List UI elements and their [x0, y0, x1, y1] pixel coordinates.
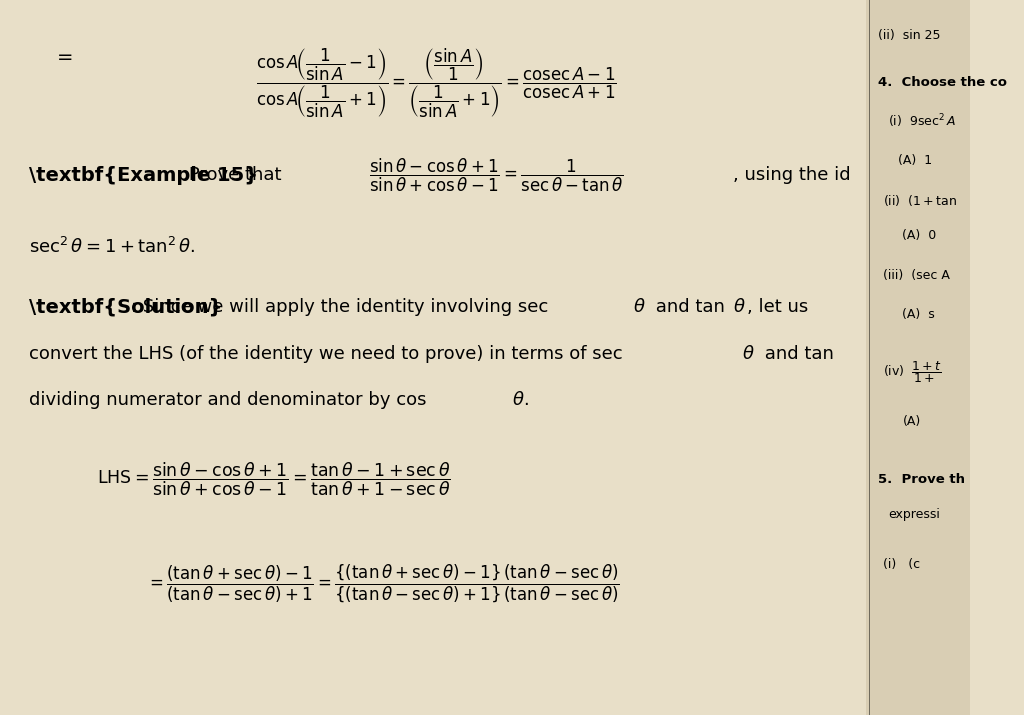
Text: dividing numerator and denominator by cos: dividing numerator and denominator by co…: [29, 391, 427, 410]
Text: 4.  Choose the co: 4. Choose the co: [879, 76, 1008, 89]
Text: (iii)  (sec A: (iii) (sec A: [883, 269, 950, 282]
Text: \textbf{Example 15}: \textbf{Example 15}: [29, 166, 258, 184]
Text: expressi: expressi: [888, 508, 940, 521]
Text: $\theta$.: $\theta$.: [512, 391, 529, 410]
Text: (ii)  $(1 + \tan$: (ii) $(1 + \tan$: [883, 193, 957, 207]
Text: and tan: and tan: [650, 298, 725, 317]
Text: (A)  s: (A) s: [902, 308, 935, 321]
Text: $= \dfrac{(\tan\theta + \sec\theta)-1}{(\tan\theta - \sec\theta)+1} = \dfrac{\{(: $= \dfrac{(\tan\theta + \sec\theta)-1}{(…: [145, 562, 620, 603]
Text: , let us: , let us: [748, 298, 809, 317]
Text: (i)   (c: (i) (c: [883, 558, 921, 571]
Text: (A): (A): [902, 415, 921, 428]
Text: $\theta$: $\theta$: [732, 298, 745, 317]
Text: and tan: and tan: [759, 345, 834, 363]
Text: $\text{LHS} = \dfrac{\sin\theta - \cos\theta + 1}{\sin\theta + \cos\theta - 1} =: $\text{LHS} = \dfrac{\sin\theta - \cos\t…: [97, 460, 451, 498]
Text: 5.  Prove th: 5. Prove th: [879, 473, 966, 485]
Text: $\theta$: $\theta$: [633, 298, 645, 317]
Text: : Since we will apply the identity involving sec: : Since we will apply the identity invol…: [131, 298, 548, 317]
Text: (iv)  $\dfrac{1+t}{1+}$: (iv) $\dfrac{1+t}{1+}$: [883, 359, 942, 385]
Text: (ii)  sin 25: (ii) sin 25: [879, 29, 941, 42]
Text: $=$: $=$: [53, 46, 74, 66]
Text: $\dfrac{\sin\theta-\cos\theta+1}{\sin\theta+\cos\theta-1}=\dfrac{1}{\sec\theta-\: $\dfrac{\sin\theta-\cos\theta+1}{\sin\th…: [369, 157, 624, 194]
Bar: [865, 0, 1011, 715]
Text: $\theta$: $\theta$: [742, 345, 755, 363]
Text: $\dfrac{\cos A\!\left(\dfrac{1}{\sin A}-1\right)}{\cos A\!\left(\dfrac{1}{\sin A: $\dfrac{\cos A\!\left(\dfrac{1}{\sin A}-…: [256, 46, 617, 120]
Text: : Prove that: : Prove that: [176, 166, 282, 184]
Text: convert the LHS (of the identity we need to prove) in terms of sec: convert the LHS (of the identity we need…: [29, 345, 623, 363]
Text: (i)  $9\sec^2 A$: (i) $9\sec^2 A$: [888, 113, 955, 130]
Text: (A)  1: (A) 1: [898, 154, 932, 167]
Text: \textbf{Solution}: \textbf{Solution}: [29, 298, 222, 317]
Text: $\sec^2\theta = 1 + \tan^2\theta.$: $\sec^2\theta = 1 + \tan^2\theta.$: [29, 237, 196, 257]
Text: (A)  0: (A) 0: [902, 230, 937, 242]
Text: , using the id: , using the id: [732, 166, 850, 184]
